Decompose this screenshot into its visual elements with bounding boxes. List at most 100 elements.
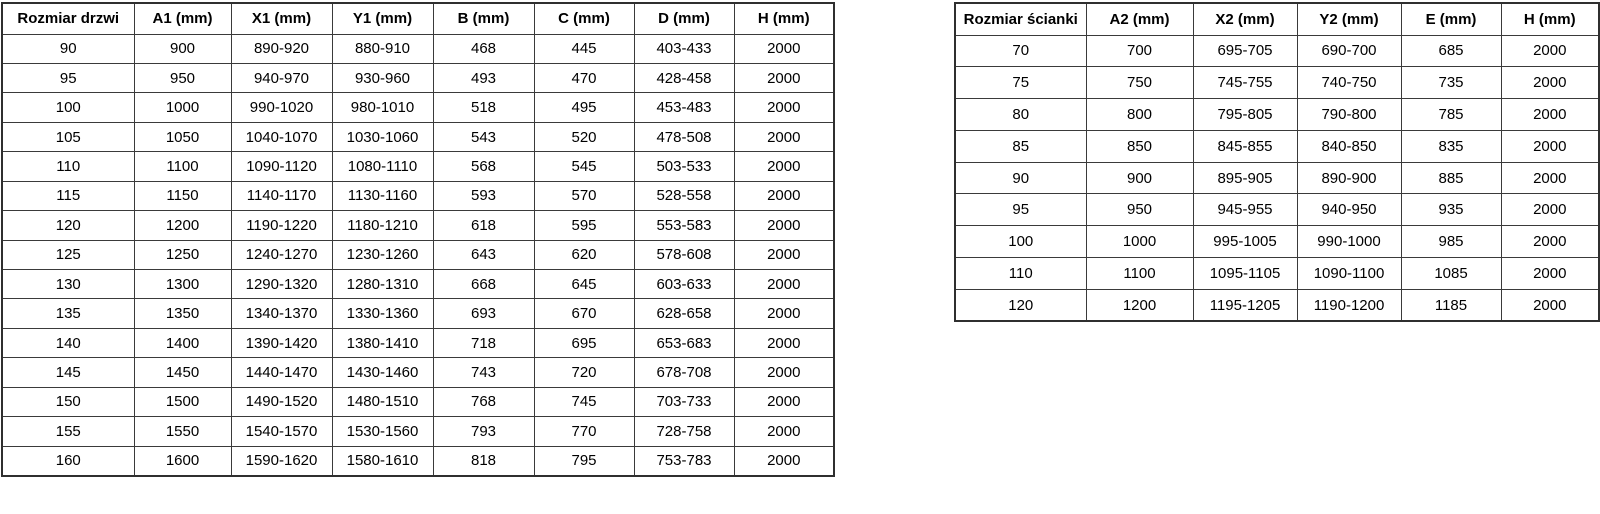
table-cell: 845-855 (1192, 129, 1298, 163)
table-cell: 403-433 (633, 33, 735, 64)
table-cell: 840-850 (1296, 129, 1402, 163)
table-cell: 995-1005 (1192, 225, 1298, 259)
table-cell: 728-758 (633, 416, 735, 447)
door-size-table: Rozmiar drzwi A1 (mm) X1 (mm) Y1 (mm) B (mm)… (1, 2, 835, 477)
table-cell: 940-950 (1296, 193, 1402, 227)
table-cell: 2000 (1500, 288, 1600, 322)
table-row: 110 1100 1095-1105 1090-1100 1085 2000 (954, 257, 1600, 290)
table-cell: 1150 (133, 180, 232, 212)
table-cell: 95 (1, 62, 135, 94)
table-cell: 70 (954, 34, 1087, 68)
table-cell: 478-508 (633, 121, 735, 153)
table-cell: 2000 (1500, 66, 1600, 100)
table-row: 90 900 895-905 890-900 885 2000 (954, 161, 1600, 195)
table-cell: 495 (533, 92, 635, 123)
column-header: B (mm) (432, 2, 535, 35)
table-row: 120 1200 1195-1205 1190-1200 1185 2000 (954, 288, 1600, 322)
table-cell: 518 (432, 92, 535, 123)
table-row: 115 1150 1140-1170 1130-1160 593 570 528-558 20… (1, 180, 835, 212)
table-cell: 593 (432, 180, 535, 212)
table-cell: 1090-1100 (1296, 257, 1402, 290)
column-header: A2 (mm) (1085, 2, 1194, 36)
table-cell: 1190-1200 (1296, 288, 1402, 322)
table-row: 155 1550 1540-1570 1530-1560 793 770 728-758 20… (1, 416, 835, 447)
table-cell: 880-910 (331, 33, 434, 64)
table-cell: 745 (533, 386, 635, 418)
table-cell: 1185 (1400, 288, 1502, 322)
table-cell: 428-458 (633, 62, 735, 94)
table-cell: 1200 (1085, 288, 1194, 322)
table-row: 95 950 940-970 930-960 493 470 428-458 2000 (1, 62, 835, 94)
column-header: X1 (mm) (230, 2, 333, 35)
table-cell: 2000 (1500, 161, 1600, 195)
table-cell: 700 (1085, 34, 1194, 68)
table-cell: 670 (533, 298, 635, 329)
table-cell: 790-800 (1296, 98, 1402, 131)
table-cell: 678-708 (633, 357, 735, 388)
table-cell: 1490-1520 (230, 386, 333, 418)
table-cell: 1200 (133, 210, 232, 241)
table-cell: 890-900 (1296, 161, 1402, 195)
table-cell: 1195-1205 (1192, 288, 1298, 322)
table-cell: 990-1000 (1296, 225, 1402, 259)
table-cell: 453-483 (633, 92, 735, 123)
table-cell: 120 (1, 210, 135, 241)
column-header: Y2 (mm) (1296, 2, 1402, 36)
table-cell: 140 (1, 327, 135, 359)
table-cell: 595 (533, 210, 635, 241)
table-cell: 603-633 (633, 268, 735, 300)
table-row: 140 1400 1390-1420 1380-1410 718 695 653-683 20… (1, 327, 835, 359)
table-cell: 1000 (133, 92, 232, 123)
table-cell: 568 (432, 151, 535, 182)
table-row: 80 800 795-805 790-800 785 2000 (954, 98, 1600, 131)
column-header: C (mm) (533, 2, 635, 35)
table-cell: 950 (1085, 193, 1194, 227)
table-cell: 145 (1, 357, 135, 388)
table-cell: 520 (533, 121, 635, 153)
table-cell: 800 (1085, 98, 1194, 131)
table-cell: 753-783 (633, 445, 735, 477)
column-header: A1 (mm) (133, 2, 232, 35)
table-cell: 1050 (133, 121, 232, 153)
table-cell: 703-733 (633, 386, 735, 418)
table-cell: 900 (1085, 161, 1194, 195)
table-cell: 470 (533, 62, 635, 94)
table-cell: 990-1020 (230, 92, 333, 123)
table-row: 100 1000 990-1020 980-1010 518 495 453-483 2000 (1, 92, 835, 123)
table-cell: 690-700 (1296, 34, 1402, 68)
table-cell: 1280-1310 (331, 268, 434, 300)
table-cell: 1030-1060 (331, 121, 434, 153)
table-cell: 1390-1420 (230, 327, 333, 359)
table-cell: 1240-1270 (230, 239, 333, 271)
table-cell: 695-705 (1192, 34, 1298, 68)
table-cell: 1450 (133, 357, 232, 388)
wall-table-header-row: Rozmiar ścianki A2 (mm) X2 (mm) Y2 (mm) E (m… (954, 2, 1600, 36)
table-row: 120 1200 1190-1220 1180-1210 618 595 553-583 20… (1, 210, 835, 241)
table-cell: 1000 (1085, 225, 1194, 259)
table-cell: 1600 (133, 445, 232, 477)
table-cell: 643 (432, 239, 535, 271)
door-table-body: 90 900 890-920 880-910 468 445 403-433 2000 95 95… (1, 33, 835, 477)
table-cell: 645 (533, 268, 635, 300)
table-cell: 718 (432, 327, 535, 359)
table-cell: 130 (1, 268, 135, 300)
table-cell: 835 (1400, 129, 1502, 163)
table-cell: 90 (1, 33, 135, 64)
table-cell: 2000 (1500, 193, 1600, 227)
table-cell: 2000 (733, 445, 835, 477)
table-cell: 850 (1085, 129, 1194, 163)
table-cell: 2000 (733, 327, 835, 359)
table-cell: 1300 (133, 268, 232, 300)
table-cell: 745-755 (1192, 66, 1298, 100)
table-cell: 75 (954, 66, 1087, 100)
table-row: 70 700 695-705 690-700 685 2000 (954, 34, 1600, 68)
table-cell: 628-658 (633, 298, 735, 329)
table-cell: 1540-1570 (230, 416, 333, 447)
table-cell: 620 (533, 239, 635, 271)
table-cell: 1095-1105 (1192, 257, 1298, 290)
table-cell: 770 (533, 416, 635, 447)
door-table-header-row: Rozmiar drzwi A1 (mm) X1 (mm) Y1 (mm) B (mm)… (1, 2, 835, 35)
table-cell: 818 (432, 445, 535, 477)
table-row: 135 1350 1340-1370 1330-1360 693 670 628-658 20… (1, 298, 835, 329)
table-row: 130 1300 1290-1320 1280-1310 668 645 603-633 20… (1, 268, 835, 300)
